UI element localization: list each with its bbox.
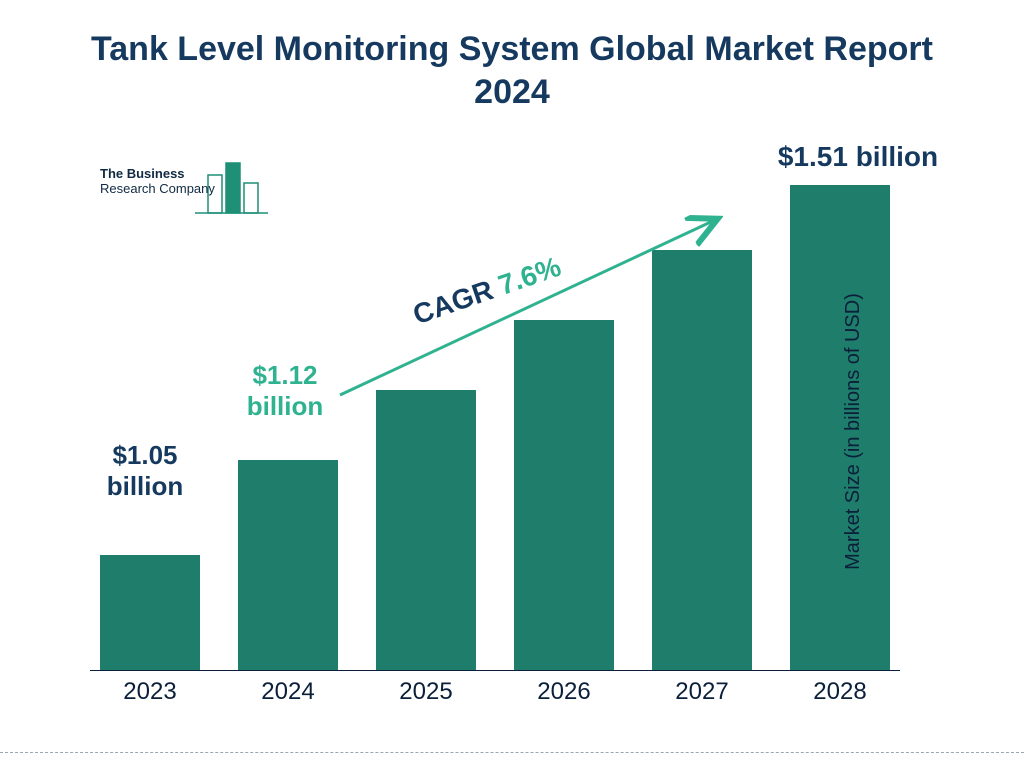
chart-title: Tank Level Monitoring System Global Mark… [0, 0, 1024, 121]
y-axis-title: Market Size (in billions of USD) [842, 293, 865, 570]
bar-2025 [376, 390, 476, 670]
value-label-2024: $1.12 billion [225, 360, 345, 422]
x-axis-line [90, 670, 900, 671]
bar-2024 [238, 460, 338, 670]
plot-region [90, 170, 900, 670]
x-label-2026: 2026 [514, 678, 614, 706]
x-label-2027: 2027 [652, 678, 752, 706]
value-label-2023: $1.05 billion [85, 440, 205, 502]
bar-2023 [100, 555, 200, 670]
x-label-2025: 2025 [376, 678, 476, 706]
footer-divider [0, 752, 1024, 753]
x-label-2024: 2024 [238, 678, 338, 706]
x-label-2023: 2023 [100, 678, 200, 706]
bar-2026 [514, 320, 614, 670]
bar-2028 [790, 185, 890, 670]
bar-2027 [652, 250, 752, 670]
bar-chart: Market Size (in billions of USD) CAGR 7.… [90, 170, 930, 710]
value-label-2028: $1.51 billion [758, 140, 958, 174]
x-label-2028: 2028 [790, 678, 890, 706]
